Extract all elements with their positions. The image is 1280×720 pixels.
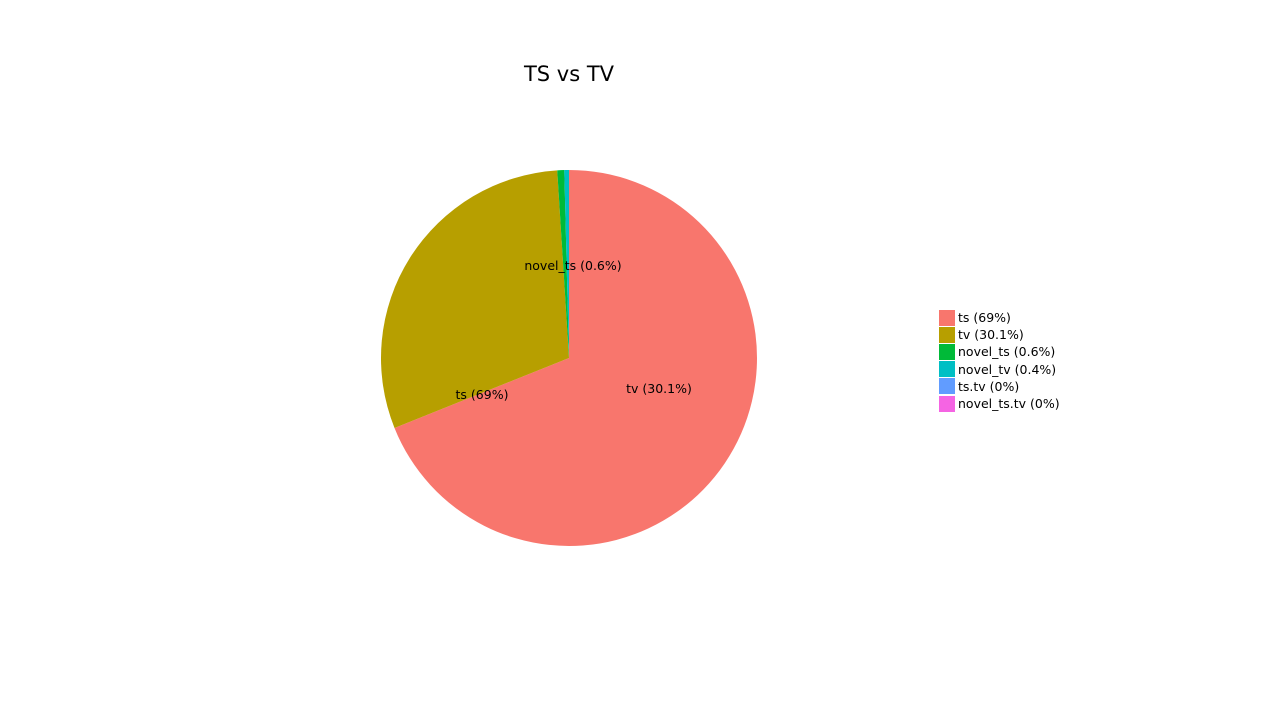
legend-swatch xyxy=(939,395,955,412)
legend-label: ts (69%) xyxy=(958,310,1011,326)
pie-slice-novel-ts xyxy=(557,170,569,358)
legend-label: novel_ts (0.6%) xyxy=(958,344,1056,360)
pie-slice-tv xyxy=(381,170,569,428)
chart-title: TS vs TV xyxy=(523,62,615,86)
legend-item: novel_ts.tv (0%) xyxy=(939,395,1060,412)
legend-item: tv (30.1%) xyxy=(939,326,1060,343)
legend-swatch xyxy=(939,361,955,378)
legend-swatch xyxy=(939,309,955,326)
legend-swatch xyxy=(939,326,955,343)
slice-label: ts (69%) xyxy=(456,387,509,402)
pie-slice-ts xyxy=(394,170,757,547)
legend-label: tv (30.1%) xyxy=(958,327,1024,343)
legend-label: novel_tv (0.4%) xyxy=(958,361,1057,377)
legend-item: ts (69%) xyxy=(939,309,1060,326)
legend-swatch xyxy=(939,378,955,395)
legend-item: novel_tv (0.4%) xyxy=(939,361,1060,378)
legend-item: ts.tv (0%) xyxy=(939,378,1060,395)
legend: ts (69%) tv (30.1%) novel_ts (0.6%) novel_t… xyxy=(939,309,1060,412)
slice-label: tv (30.1%) xyxy=(626,381,692,396)
legend-label: ts.tv (0%) xyxy=(958,378,1020,394)
slice-label: novel_ts (0.6%) xyxy=(524,258,621,273)
pie-slice-novel-tv xyxy=(564,170,569,358)
legend-item: novel_ts (0.6%) xyxy=(939,343,1060,360)
legend-swatch xyxy=(939,343,955,360)
legend-label: novel_ts.tv (0%) xyxy=(958,396,1060,412)
